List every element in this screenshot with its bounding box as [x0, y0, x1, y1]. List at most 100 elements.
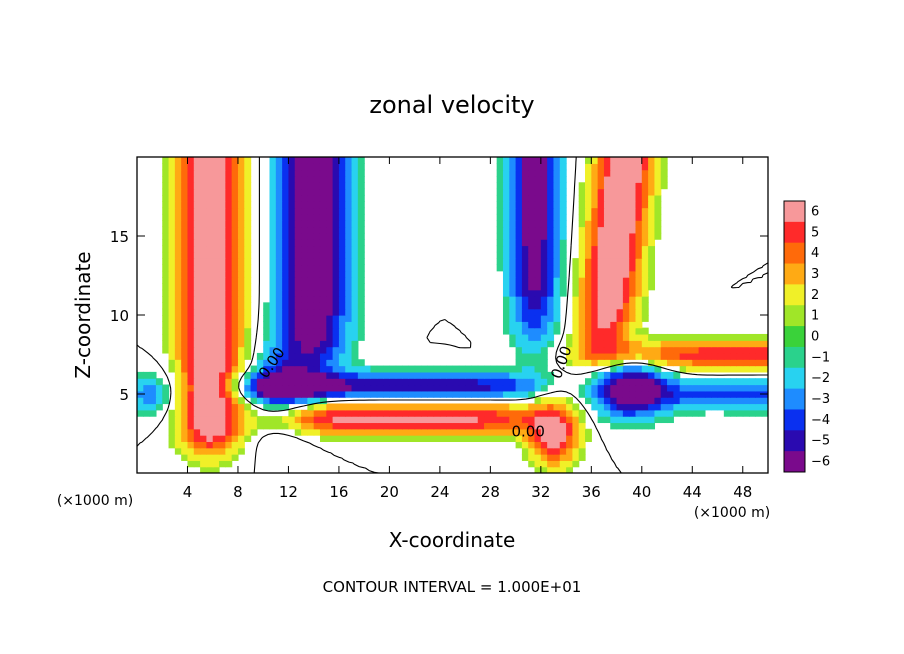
field-cell	[528, 422, 536, 430]
field-cell	[641, 409, 649, 417]
field-cell	[307, 213, 315, 221]
field-cell	[736, 384, 744, 392]
field-cell	[370, 428, 378, 436]
field-cell	[610, 175, 618, 183]
field-cell	[225, 182, 233, 190]
field-cell	[338, 270, 346, 278]
field-cell	[629, 416, 637, 424]
field-cell	[540, 384, 548, 392]
field-cell	[414, 422, 422, 430]
field-cell	[566, 416, 573, 424]
field-cell	[585, 169, 592, 177]
field-cell	[465, 416, 473, 424]
field-cell	[534, 264, 542, 272]
field-cell	[654, 226, 662, 234]
field-cell	[383, 416, 390, 424]
field-cell	[376, 403, 384, 411]
field-cell	[471, 409, 479, 417]
field-cell	[534, 371, 542, 379]
field-cell	[730, 340, 738, 348]
field-cell	[162, 283, 170, 291]
field-cell	[301, 371, 308, 379]
field-cell	[654, 182, 662, 190]
field-cell	[667, 346, 674, 354]
field-cell	[629, 277, 637, 284]
field-cell	[679, 340, 687, 348]
field-cell	[534, 315, 542, 322]
field-cell	[648, 390, 656, 398]
field-cell	[585, 239, 592, 247]
colorbar-label: −2	[811, 371, 830, 386]
field-cell	[515, 226, 523, 234]
field-cell	[212, 232, 220, 240]
field-cell	[212, 409, 220, 417]
field-cell	[345, 416, 353, 424]
field-cell	[654, 157, 662, 164]
field-cell	[231, 352, 239, 360]
field-cell	[250, 422, 258, 430]
field-cell	[193, 422, 201, 430]
field-cell	[206, 251, 214, 259]
field-cell	[332, 315, 340, 322]
field-cell	[225, 157, 233, 164]
field-cell	[622, 315, 630, 322]
field-cell	[294, 258, 302, 266]
field-cell	[206, 340, 214, 348]
field-cell	[351, 428, 359, 436]
field-cell	[370, 378, 378, 386]
field-cell	[528, 447, 536, 455]
field-cell	[338, 321, 346, 329]
field-cell	[282, 378, 290, 386]
field-cell	[635, 264, 643, 272]
field-cell	[761, 352, 768, 360]
field-cell	[301, 245, 308, 253]
field-cell	[635, 416, 643, 424]
field-cell	[212, 251, 220, 259]
field-cell	[622, 169, 630, 177]
field-cell	[219, 422, 226, 430]
field-cell	[540, 188, 548, 196]
field-cell	[629, 207, 637, 215]
field-cell	[496, 169, 504, 177]
field-cell	[181, 175, 189, 183]
field-cell	[427, 435, 435, 442]
field-cell	[231, 378, 239, 386]
field-cell	[597, 169, 605, 177]
field-cell	[585, 352, 592, 360]
field-cell	[187, 435, 195, 442]
field-cell	[338, 226, 346, 234]
field-cell	[578, 251, 586, 259]
field-cell	[515, 435, 523, 442]
field-cell	[275, 422, 283, 430]
field-cell	[685, 333, 693, 341]
field-cell	[231, 371, 239, 379]
field-cell	[383, 422, 390, 430]
field-cell	[275, 397, 283, 405]
field-cell	[351, 283, 359, 291]
field-cell	[200, 308, 208, 316]
field-cell	[578, 270, 586, 278]
field-cell	[269, 277, 277, 284]
field-cell	[332, 359, 340, 367]
field-cell	[269, 321, 277, 329]
field-cell	[219, 435, 226, 442]
field-cell	[730, 359, 738, 367]
field-cell	[219, 371, 226, 379]
field-cell	[345, 390, 353, 398]
field-cell	[540, 371, 548, 379]
field-cell	[219, 378, 226, 386]
field-cell	[622, 308, 630, 316]
field-cell	[578, 182, 586, 190]
field-cell	[206, 460, 214, 468]
field-cell	[509, 277, 517, 284]
field-cell	[597, 194, 605, 202]
field-cell	[496, 157, 504, 164]
field-cell	[288, 365, 296, 373]
field-cell	[648, 365, 656, 373]
field-cell	[326, 213, 334, 221]
field-cell	[553, 169, 561, 177]
field-cell	[301, 416, 308, 424]
field-cell	[181, 182, 189, 190]
field-cell	[559, 220, 567, 228]
field-cell	[288, 346, 296, 354]
